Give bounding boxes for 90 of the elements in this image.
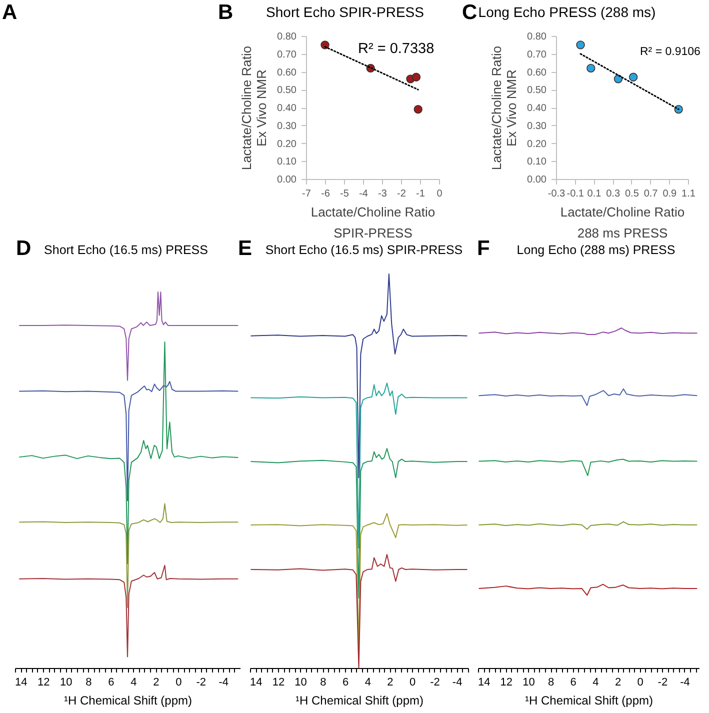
text: B bbox=[218, 1, 234, 24]
y-tick-label: 0.50 bbox=[527, 85, 547, 96]
x-tick-label: 4 bbox=[364, 676, 371, 688]
point bbox=[412, 72, 421, 82]
x-tick-label: -7 bbox=[302, 188, 312, 200]
chart-title: Long Echo PRESS (288 ms) bbox=[478, 4, 656, 20]
x-axis-title: Lactate/Choline Ratio SPIR-PRESS bbox=[310, 204, 436, 240]
x-tick-label: 0.7 bbox=[644, 188, 658, 200]
chart-title: Short Echo SPIR-PRESS bbox=[266, 4, 424, 20]
point bbox=[414, 104, 422, 114]
x-tick-label: 12 bbox=[500, 676, 513, 688]
x-axis-title: Lactate/Choline Ratio 288 ms PRESS bbox=[560, 204, 685, 240]
y-tick-label: 0.70 bbox=[527, 49, 547, 60]
x-tick-label: -4 bbox=[452, 676, 462, 688]
x-tick-label: -6 bbox=[321, 188, 330, 200]
x-tick-label: 2 bbox=[387, 676, 394, 688]
y-tick-label: 0.20 bbox=[527, 138, 547, 150]
y-tick-label: 0.50 bbox=[277, 85, 297, 96]
x-tick-label: 10 bbox=[60, 676, 72, 688]
y-tick-label: 0.80 bbox=[277, 32, 297, 42]
y-tick-label: 0.60 bbox=[527, 67, 547, 78]
y-tick-label: 0.40 bbox=[527, 103, 547, 114]
x-tick-label: 1.1 bbox=[682, 188, 696, 200]
text: A bbox=[2, 1, 18, 24]
y-tick-label: 0.30 bbox=[527, 120, 547, 132]
x-tick-label: -4 bbox=[218, 676, 229, 688]
x-tick-label: 0.1 bbox=[587, 188, 602, 200]
y-tick-label: 0.70 bbox=[277, 49, 297, 60]
chart-title: Short Echo (16.5 ms) SPIR-PRESS bbox=[265, 243, 463, 257]
x-tick-label: -0.1 bbox=[566, 188, 584, 200]
y-axis-title: Lactate/Choline Ratio Ex Vivo NMR bbox=[489, 46, 520, 170]
x-tick-label: 14 bbox=[15, 676, 28, 688]
x-tick-label: -0.3 bbox=[548, 188, 566, 200]
x-tick-label: -4 bbox=[680, 676, 690, 688]
x-axis-title: ¹H Chemical Shift (ppm) bbox=[64, 694, 192, 708]
y-tick-label: 0.20 bbox=[277, 138, 297, 150]
x-tick-label: 0 bbox=[176, 676, 182, 688]
y-tick-label: 0.00 bbox=[277, 174, 297, 186]
x-tick-label: -1 bbox=[416, 188, 426, 200]
x-tick-label: 0.9 bbox=[662, 188, 678, 200]
point bbox=[320, 40, 330, 50]
x-tick-label: 8 bbox=[320, 676, 326, 688]
x-tick-label: 10 bbox=[522, 676, 535, 688]
x-tick-label: -2 bbox=[658, 676, 668, 688]
point bbox=[628, 72, 638, 82]
point bbox=[586, 64, 596, 73]
x-tick-label: 8 bbox=[86, 676, 92, 688]
y-tick-label: 0.10 bbox=[277, 156, 297, 168]
text: F bbox=[477, 237, 490, 260]
y-tick-label: 0.60 bbox=[277, 67, 297, 78]
text: D bbox=[16, 237, 32, 260]
x-tick-label: 4 bbox=[592, 676, 599, 688]
y-tick-label: 0.80 bbox=[527, 32, 547, 42]
chart-title: Long Echo (288 ms) PRESS bbox=[516, 243, 676, 257]
x-tick-label: 2 bbox=[153, 676, 160, 688]
text: E bbox=[238, 237, 252, 260]
x-tick-label: 6 bbox=[108, 676, 114, 688]
x-tick-label: 0 bbox=[436, 188, 443, 200]
y-tick-label: 0.30 bbox=[277, 120, 297, 132]
x-tick-label: 0.3 bbox=[606, 188, 620, 200]
y-axis-title: Lactate/Choline Ratio Ex Vivo NMR bbox=[239, 46, 270, 170]
x-tick-label: 6 bbox=[570, 676, 576, 688]
x-tick-label: -3 bbox=[378, 188, 388, 200]
x-tick-label: 14 bbox=[478, 676, 490, 688]
chart-title: Short Echo (16.5 ms) PRESS bbox=[44, 243, 208, 257]
x-tick-label: 4 bbox=[130, 676, 137, 688]
annotation: R² = 0.9106 bbox=[640, 46, 700, 58]
x-axis-title: ¹H Chemical Shift (ppm) bbox=[524, 694, 654, 708]
x-tick-label: 0 bbox=[637, 676, 644, 688]
x-tick-label: -4 bbox=[359, 188, 368, 200]
x-tick-label: 12 bbox=[38, 676, 50, 688]
y-tick-label: 0.10 bbox=[527, 156, 547, 168]
x-tick-label: 0.5 bbox=[624, 188, 640, 200]
x-tick-label: -2 bbox=[430, 676, 440, 688]
x-tick-label: 12 bbox=[272, 676, 285, 688]
x-axis-title: ¹H Chemical Shift (ppm) bbox=[295, 694, 424, 708]
annotation: R² = 0.7338 bbox=[358, 41, 434, 57]
point bbox=[576, 40, 585, 50]
x-tick-label: -5 bbox=[340, 188, 350, 200]
x-tick-label: 2 bbox=[614, 676, 622, 688]
x-tick-label: 6 bbox=[342, 676, 349, 688]
text: C bbox=[462, 1, 478, 24]
x-tick-label: 14 bbox=[250, 676, 262, 688]
y-tick-label: 0.00 bbox=[527, 174, 547, 186]
x-tick-label: 0 bbox=[410, 676, 416, 688]
x-tick-label: -2 bbox=[196, 676, 206, 688]
x-tick-label: -2 bbox=[397, 188, 406, 200]
y-tick-label: 0.40 bbox=[277, 103, 297, 114]
x-tick-label: 10 bbox=[294, 676, 307, 688]
x-tick-label: 8 bbox=[548, 676, 554, 688]
